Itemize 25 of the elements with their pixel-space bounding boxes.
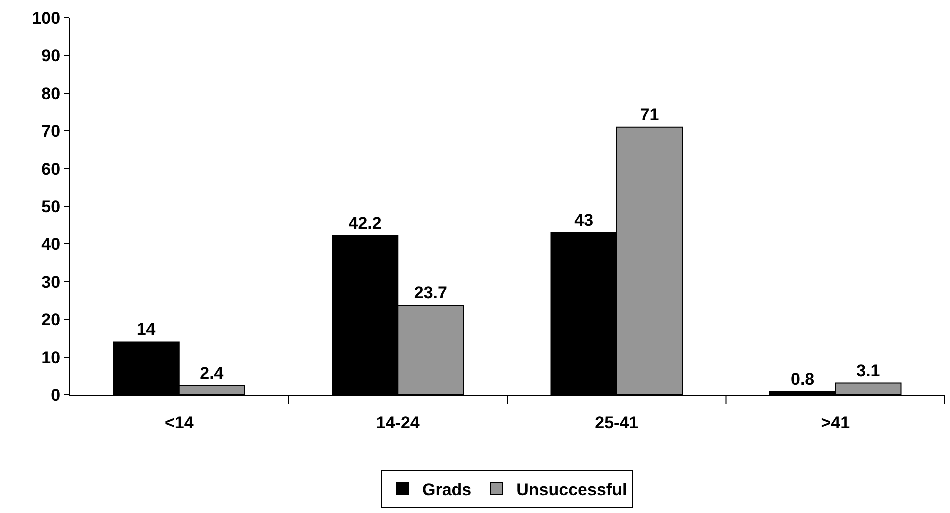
x-tick-label: 14-24 xyxy=(376,413,420,432)
y-tick-label: 90 xyxy=(42,46,61,66)
legend-label: Grads xyxy=(422,480,472,500)
data-label: 3.1 xyxy=(856,361,880,380)
y-tick-label: 100 xyxy=(32,8,61,28)
x-tick-label: <14 xyxy=(164,413,194,432)
y-tick-label: 50 xyxy=(42,197,61,216)
data-label: 23.7 xyxy=(414,284,448,303)
y-tick-label: 20 xyxy=(42,310,61,330)
data-label: 42.2 xyxy=(348,214,382,233)
data-label: 0.8 xyxy=(790,370,815,389)
data-label: 43 xyxy=(574,210,594,230)
data-label: 71 xyxy=(640,105,660,124)
y-tick-label: 30 xyxy=(42,272,61,292)
y-tick-label: 10 xyxy=(42,348,61,368)
y-tick-label: 0 xyxy=(51,386,61,405)
y-tick-label: 60 xyxy=(42,160,61,179)
x-tick-label: 25-41 xyxy=(595,413,639,432)
x-tick-label: >41 xyxy=(821,413,850,432)
data-label: 2.4 xyxy=(200,364,224,383)
y-tick-label: 80 xyxy=(42,84,61,104)
y-tick-label: 70 xyxy=(42,122,61,142)
legend-label: Unsuccessful xyxy=(516,480,628,500)
data-label: 14 xyxy=(136,320,156,340)
y-tick-label: 40 xyxy=(42,235,61,254)
